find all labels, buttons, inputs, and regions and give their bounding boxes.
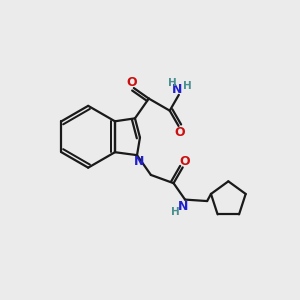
Text: O: O [175, 126, 185, 139]
Text: N: N [178, 200, 188, 213]
Text: H: H [168, 78, 177, 88]
Text: H: H [171, 207, 180, 217]
Text: H: H [183, 81, 191, 91]
Text: O: O [126, 76, 137, 89]
Text: N: N [172, 83, 183, 96]
Text: O: O [180, 155, 190, 168]
Text: N: N [134, 155, 145, 168]
